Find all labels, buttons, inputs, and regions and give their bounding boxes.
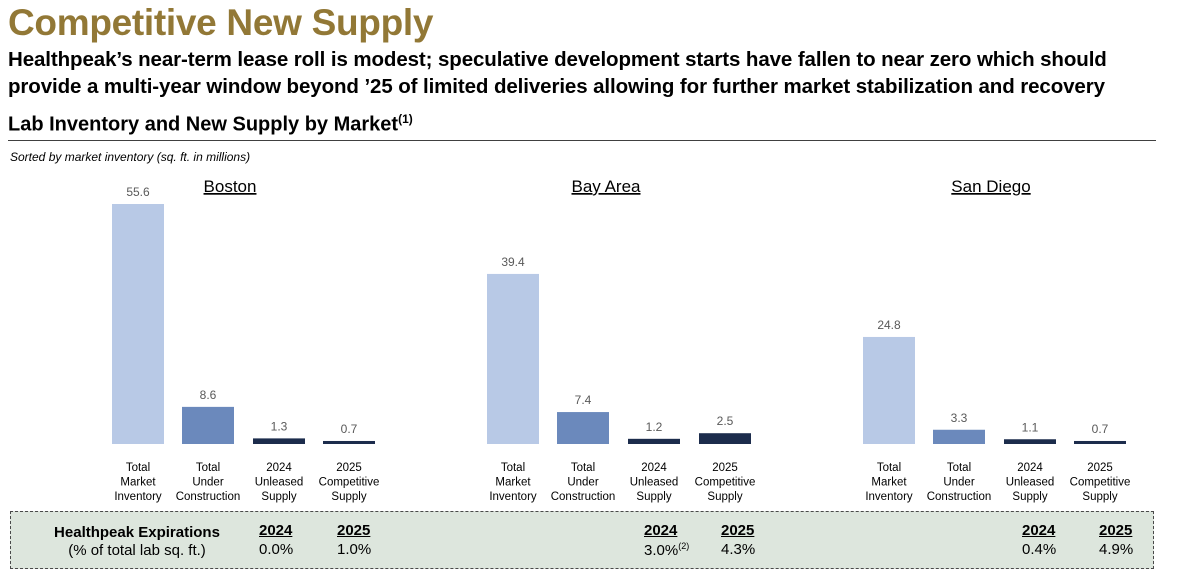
boston-bar-2024-unleased-supply [253, 438, 305, 444]
boston-value-label-2025-competitive-supply: 0.7 [341, 422, 358, 436]
san-diego-bar-total-under-construction [933, 429, 985, 444]
boston-value-label-2024-unleased-supply: 1.3 [271, 419, 288, 433]
units-note: Sorted by market inventory (sq. ft. in m… [10, 150, 251, 164]
bay-area-bar-2025-competitive-supply [699, 433, 751, 444]
san-diego-category-label-2024-unleased-supply: 2024 Unleased Supply [1006, 462, 1055, 503]
bay-area-value-label-2025-competitive-supply: 2.5 [717, 414, 734, 428]
boston-chart-title: Boston [204, 177, 257, 196]
boston-expiration-2024: 0.0% [259, 541, 294, 558]
san-diego-value-label-total-under-construction: 3.3 [951, 411, 968, 425]
bay-area-category-label-2024-unleased-supply: 2024 Unleased Supply [630, 462, 679, 503]
section-title-text: Lab Inventory and New Supply by Market [8, 113, 399, 136]
bay-area-chart-title: Bay Area [572, 177, 642, 196]
bay-area-expiration-2024-value: 3.0% [644, 542, 679, 559]
boston-year-2025: 2025 [337, 522, 371, 539]
expirations-subtitle: (% of total lab sq. ft.) [68, 542, 206, 559]
boston-year-2024: 2024 [259, 522, 293, 539]
san-diego-category-label-2025-competitive-supply: 2025 Competitive Supply [1070, 462, 1131, 503]
san-diego-chart-title: San Diego [951, 177, 1030, 196]
boston-category-label-2025-competitive-supply: 2025 Competitive Supply [319, 462, 380, 503]
san-diego-value-label-2025-competitive-supply: 0.7 [1092, 422, 1109, 436]
boston-bar-total-market-inventory [112, 204, 164, 444]
section-divider [8, 140, 1156, 141]
san-diego-category-label-total-under-construction: Total Under Construction [927, 462, 992, 503]
bay-area-expiration-2025: 4.3% [721, 541, 756, 558]
bay-area-value-label-2024-unleased-supply: 1.2 [646, 420, 663, 434]
boston-bar-2025-competitive-supply [323, 440, 375, 444]
section-title: Lab Inventory and New Supply by Market(1… [8, 112, 413, 137]
san-diego-year-2025: 2025 [1099, 522, 1133, 539]
bay-area-expiration-footnote: (2) [678, 541, 690, 551]
bay-area-bar-2024-unleased-supply [628, 438, 680, 444]
san-diego-expiration-2024: 0.4% [1022, 541, 1057, 558]
san-diego-category-label-total-market-inventory: Total Market Inventory [865, 462, 913, 503]
san-diego-bar-total-market-inventory [863, 336, 915, 444]
boston-value-label-total-under-construction: 8.6 [200, 388, 217, 402]
san-diego-bar-2025-competitive-supply [1074, 440, 1126, 444]
section-footnote-marker: (1) [398, 112, 413, 126]
san-diego-value-label-total-market-inventory: 24.8 [877, 318, 901, 332]
bay-area-value-label-total-market-inventory: 39.4 [501, 255, 525, 269]
expirations-title: Healthpeak Expirations [54, 524, 220, 541]
bay-area-bar-total-market-inventory [487, 273, 539, 444]
boston-category-label-total-under-construction: Total Under Construction [176, 462, 241, 503]
boston-category-label-2024-unleased-supply: 2024 Unleased Supply [255, 462, 304, 503]
bay-area-category-label-total-market-inventory: Total Market Inventory [489, 462, 537, 503]
san-diego-bar-2024-unleased-supply [1004, 439, 1056, 444]
bay-area-category-label-2025-competitive-supply: 2025 Competitive Supply [695, 462, 756, 503]
boston-category-label-total-market-inventory: Total Market Inventory [114, 462, 162, 503]
page-title: Competitive New Supply [8, 2, 434, 43]
boston-value-label-total-market-inventory: 55.6 [126, 185, 150, 199]
boston-bar-total-under-construction [182, 406, 234, 444]
bay-area-year-2025: 2025 [721, 522, 755, 539]
expirations-panel: Healthpeak Expirations (% of total lab s… [10, 511, 1154, 569]
bay-area-year-2024: 2024 [644, 522, 678, 539]
san-diego-expiration-2025: 4.9% [1099, 541, 1134, 558]
page-subtitle: Healthpeak’s near-term lease roll is mod… [8, 48, 1107, 98]
san-diego-value-label-2024-unleased-supply: 1.1 [1022, 420, 1039, 434]
bay-area-expiration-2024: 3.0%(2) [644, 541, 689, 559]
bay-area-value-label-total-under-construction: 7.4 [575, 393, 592, 407]
bar-charts: Boston 55.6 Total Market Inventory 8.6 Total Un… [112, 177, 1131, 503]
san-diego-year-2024: 2024 [1022, 522, 1056, 539]
boston-expiration-2025: 1.0% [337, 541, 372, 558]
bay-area-bar-total-under-construction [557, 412, 609, 444]
bay-area-category-label-total-under-construction: Total Under Construction [551, 462, 616, 503]
